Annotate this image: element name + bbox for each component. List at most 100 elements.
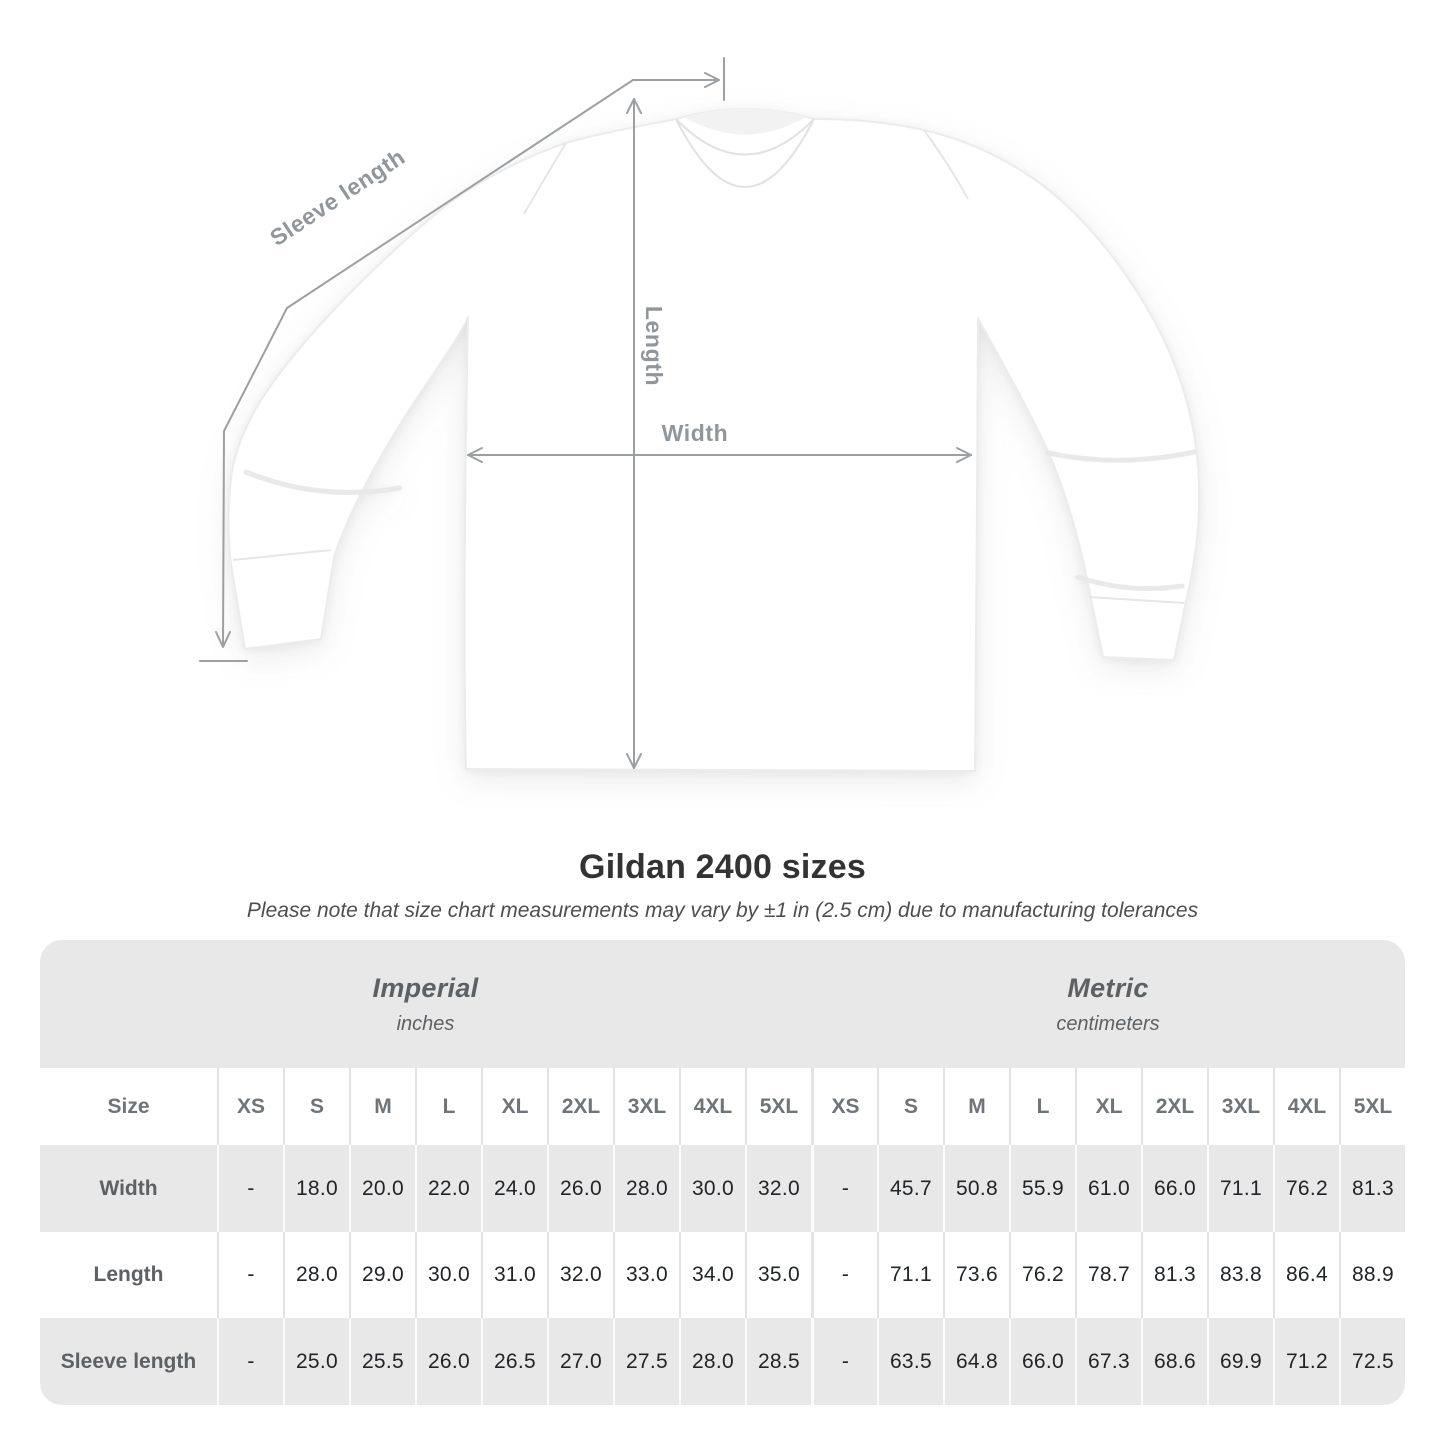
length-label: Length [641, 306, 667, 386]
width-metric-3xl: 71.1 [1207, 1145, 1273, 1232]
length-imperial-2xl: 32.0 [547, 1232, 613, 1318]
size-header-imperial-s: S [283, 1068, 349, 1145]
sleeve-length-metric-xs: - [811, 1318, 877, 1405]
length-metric-xl: 78.7 [1075, 1232, 1141, 1318]
width-metric-xl: 61.0 [1075, 1145, 1141, 1232]
imperial-title: Imperial [372, 972, 479, 1003]
width-imperial-2xl: 26.0 [547, 1145, 613, 1232]
imperial-header: Imperial inches [40, 940, 811, 1068]
left-shoulder-seam [523, 142, 567, 215]
size-header-imperial-2xl: 2XL [547, 1068, 613, 1145]
size-header-metric-m: M [943, 1068, 1009, 1145]
length-metric-3xl: 83.8 [1207, 1232, 1273, 1318]
length-metric-l: 76.2 [1009, 1232, 1075, 1318]
size-header-metric-l: L [1009, 1068, 1075, 1145]
sleeve-length-imperial-xl: 26.5 [481, 1318, 547, 1405]
sleeve-length-imperial-m: 25.5 [349, 1318, 415, 1405]
size-header-imperial-xl: XL [481, 1068, 547, 1145]
metric-header: Metric centimeters [811, 940, 1405, 1068]
sleeve-length-metric-l: 66.0 [1009, 1318, 1075, 1405]
size-column-header: Size [40, 1068, 217, 1145]
size-header-metric-xl: XL [1075, 1068, 1141, 1145]
size-header-metric-3xl: 3XL [1207, 1068, 1273, 1145]
row-label-sleeve-length: Sleeve length [40, 1318, 217, 1405]
width-metric-m: 50.8 [943, 1145, 1009, 1232]
length-metric-s: 71.1 [877, 1232, 943, 1318]
sleeve-length-imperial-5xl: 28.5 [745, 1318, 811, 1405]
size-header-imperial-l: L [415, 1068, 481, 1145]
right-shoulder-seam [923, 129, 969, 200]
length-metric-5xl: 88.9 [1339, 1232, 1405, 1318]
width-arrow: Width [467, 420, 972, 463]
sleeve-length-label: Sleeve length [265, 143, 410, 251]
width-imperial-5xl: 32.0 [745, 1145, 811, 1232]
sleeve-length-imperial-2xl: 27.0 [547, 1318, 613, 1405]
size-header-metric-xs: XS [811, 1068, 877, 1145]
page-title: Gildan 2400 sizes [579, 848, 866, 886]
size-header-metric-s: S [877, 1068, 943, 1145]
shirt-illustration [227, 108, 1201, 772]
width-imperial-l: 22.0 [415, 1145, 481, 1232]
sleeve-length-imperial-s: 25.0 [283, 1318, 349, 1405]
length-metric-m: 73.6 [943, 1232, 1009, 1318]
length-imperial-l: 30.0 [415, 1232, 481, 1318]
length-metric-4xl: 86.4 [1273, 1232, 1339, 1318]
sleeve-length-imperial-l: 26.0 [415, 1318, 481, 1405]
width-label: Width [662, 420, 729, 446]
neck-opening [684, 108, 806, 135]
size-header-metric-2xl: 2XL [1141, 1068, 1207, 1145]
width-metric-s: 45.7 [877, 1145, 943, 1232]
size-header-imperial-m: M [349, 1068, 415, 1145]
width-imperial-m: 20.0 [349, 1145, 415, 1232]
width-metric-l: 55.9 [1009, 1145, 1075, 1232]
sleeve-length-metric-4xl: 71.2 [1273, 1318, 1339, 1405]
width-metric-xs: - [811, 1145, 877, 1232]
metric-unit: centimeters [1056, 1012, 1160, 1035]
sleeve-length-metric-5xl: 72.5 [1339, 1318, 1405, 1405]
length-imperial-s: 28.0 [283, 1232, 349, 1318]
length-arrow: Length [626, 98, 667, 769]
row-label-length: Length [40, 1232, 217, 1318]
metric-title: Metric [1067, 972, 1149, 1003]
length-imperial-xl: 31.0 [481, 1232, 547, 1318]
width-imperial-xs: - [217, 1145, 283, 1232]
shirt-silhouette [227, 108, 1201, 772]
length-imperial-5xl: 35.0 [745, 1232, 811, 1318]
size-header-metric-5xl: 5XL [1339, 1068, 1405, 1145]
right-forearm-crease [1075, 574, 1185, 592]
width-metric-5xl: 81.3 [1339, 1145, 1405, 1232]
sleeve-length-imperial-3xl: 27.5 [613, 1318, 679, 1405]
left-elbow-crease [243, 469, 403, 495]
sleeve-length-metric-3xl: 69.9 [1207, 1318, 1273, 1405]
size-table: Imperial inches Metric centimeters Size X… [40, 940, 1405, 1405]
width-imperial-s: 18.0 [283, 1145, 349, 1232]
width-imperial-3xl: 28.0 [613, 1145, 679, 1232]
sleeve-length-metric-m: 64.8 [943, 1318, 1009, 1405]
sleeve-length-metric-xl: 67.3 [1075, 1318, 1141, 1405]
imperial-unit: inches [396, 1012, 455, 1035]
width-metric-2xl: 66.0 [1141, 1145, 1207, 1232]
size-header-imperial-4xl: 4XL [679, 1068, 745, 1145]
length-metric-2xl: 81.3 [1141, 1232, 1207, 1318]
shirt-measurement-diagram: Sleeve length Length Width [199, 57, 1201, 772]
sleeve-length-metric-s: 63.5 [877, 1318, 943, 1405]
width-imperial-4xl: 30.0 [679, 1145, 745, 1232]
size-header-imperial-xs: XS [217, 1068, 283, 1145]
right-elbow-crease [1045, 449, 1197, 463]
row-label-width: Width [40, 1145, 217, 1232]
size-header-imperial-3xl: 3XL [613, 1068, 679, 1145]
sleeve-length-imperial-xs: - [217, 1318, 283, 1405]
length-imperial-3xl: 33.0 [613, 1232, 679, 1318]
right-cuff-seam [1088, 596, 1185, 604]
width-imperial-xl: 24.0 [481, 1145, 547, 1232]
length-imperial-xs: - [217, 1232, 283, 1318]
length-imperial-m: 29.0 [349, 1232, 415, 1318]
sleeve-length-metric-2xl: 68.6 [1141, 1318, 1207, 1405]
length-metric-xs: - [811, 1232, 877, 1318]
collar [675, 118, 815, 188]
sleeve-length-imperial-4xl: 28.0 [679, 1318, 745, 1405]
left-cuff-seam [232, 549, 332, 561]
length-imperial-4xl: 34.0 [679, 1232, 745, 1318]
tolerance-note: Please note that size chart measurements… [246, 899, 1199, 922]
